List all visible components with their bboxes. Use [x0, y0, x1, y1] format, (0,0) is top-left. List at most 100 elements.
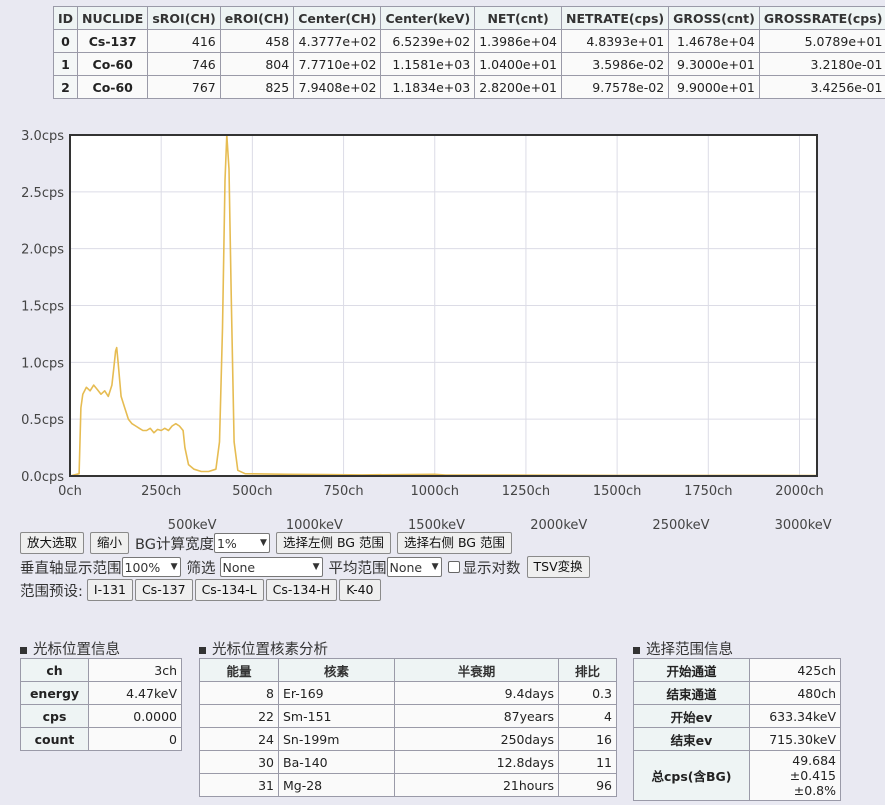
x-tick-label: 1000ch: [411, 484, 459, 499]
cell-nuclide: Er-169: [278, 681, 395, 705]
cell-nuclide: Cs-137: [77, 29, 149, 53]
cell-center-ch: 4.3777e+02: [293, 29, 382, 53]
chevron-down-icon: ▼: [170, 562, 178, 572]
col-net[interactable]: NET(cnt): [474, 6, 562, 30]
start-ev-label: 开始ev: [633, 704, 750, 728]
tsv-button[interactable]: TSV変换: [526, 556, 590, 578]
cell-net: 2.8200e+01: [474, 75, 562, 99]
col-nuclide[interactable]: NUCLIDE: [77, 6, 149, 30]
total-cps-error: ±0.415: [789, 768, 836, 783]
col-netrate[interactable]: NETRATE(cps): [560, 6, 670, 30]
y-tick-label: 1.0cps: [21, 356, 64, 371]
cursor-info-table: ch 3ch energy 4.47keV cps 0.0000 count 0: [20, 658, 182, 751]
total-cps-cell: 49.684 ±0.415 ±0.8%: [749, 750, 841, 801]
cell-id: 2: [52, 75, 79, 99]
range-info-title-text: 选择范围信息: [646, 642, 733, 658]
energy-tick-label: 2000keV: [530, 518, 587, 533]
cell-grossrate: 3.2180e-01: [758, 52, 885, 76]
col-id[interactable]: ID: [52, 6, 79, 30]
end-ev-label: 结束ev: [633, 727, 750, 751]
table-row: 开始ev 633.34keV: [633, 704, 841, 728]
table-row: count 0: [20, 727, 182, 751]
col-grossrate[interactable]: GROSSRATE(cps): [758, 6, 885, 30]
cell-sroi: 767: [147, 75, 221, 99]
filter-value: None: [222, 559, 256, 575]
table-row[interactable]: 31 Mg-28 21hours 96: [199, 773, 617, 797]
col-center-ch[interactable]: Center(CH): [293, 6, 382, 30]
preset-button-cs134l[interactable]: Cs-134-L: [194, 579, 264, 601]
table-row[interactable]: 22 Sm-151 87years 4: [199, 704, 617, 728]
cell-sroi: 416: [147, 29, 221, 53]
cell-id: 1: [52, 52, 79, 76]
log-checkbox[interactable]: [447, 561, 460, 573]
cursor-count-label: count: [20, 727, 89, 751]
table-row[interactable]: 1 Co-60 746 804 7.7710e+02 1.1581e+03 1.…: [52, 52, 885, 76]
avg-range-select[interactable]: None ▼: [386, 557, 442, 577]
end-channel-value: 480ch: [749, 681, 841, 705]
vertical-range-label: 垂直轴显示范围: [20, 560, 122, 577]
col-gross[interactable]: GROSS(cnt): [668, 6, 760, 30]
cell-netrate: 3.5986e-02: [560, 52, 670, 76]
x-tick-label: 750ch: [323, 484, 363, 499]
x-axis: 0ch 250ch 500ch 750ch 1000ch 1250ch 1500ch 1750…: [58, 484, 824, 499]
energy-axis: 500keV 1000keV 1500keV 2000keV 2500keV 3000ke…: [168, 518, 832, 533]
preset-button-cs134h[interactable]: Cs-134-H: [265, 579, 338, 601]
x-tick-label: 500ch: [232, 484, 272, 499]
col-center-kev[interactable]: Center(keV): [380, 6, 476, 30]
cell-eroi: 804: [219, 52, 295, 76]
cell-nuclide: Sn-199m: [278, 727, 395, 751]
x-tick-label: 2000ch: [775, 484, 823, 499]
col-energy: 能量: [199, 658, 279, 682]
y-tick-label: 2.5cps: [21, 186, 64, 201]
energy-tick-label: 500keV: [168, 518, 217, 533]
table-row[interactable]: 30 Ba-140 12.8days 11: [199, 750, 617, 774]
vertical-range-select[interactable]: 100% ▼: [121, 557, 181, 577]
table-row[interactable]: 2 Co-60 767 825 7.9408e+02 1.1834e+03 2.…: [52, 75, 885, 99]
spectrum-chart[interactable]: 0.0cps 0.5cps 1.0cps 1.5cps 2.0cps 2.5cps 3.0c…: [0, 120, 885, 535]
x-tick-label: 1250ch: [502, 484, 550, 499]
cursor-ch-value: 3ch: [88, 658, 182, 682]
preset-button-i131[interactable]: I-131: [86, 579, 133, 601]
table-row[interactable]: 8 Er-169 9.4days 0.3: [199, 681, 617, 705]
energy-tick-label: 1500keV: [408, 518, 465, 533]
cell-nuclide: Co-60: [77, 75, 149, 99]
y-tick-label: 1.5cps: [21, 300, 64, 315]
y-tick-label: 0.5cps: [21, 413, 64, 428]
col-ratio: 排比: [558, 658, 617, 682]
avg-range-value: None: [389, 559, 423, 575]
cell-half-life: 9.4days: [394, 681, 559, 705]
energy-tick-label: 1000keV: [286, 518, 343, 533]
zoom-in-button[interactable]: 放大选取: [20, 532, 85, 554]
cursor-cps-label: cps: [20, 704, 89, 728]
total-cps-label: 总cps(含BG): [633, 750, 750, 801]
cell-center-kev: 6.5239e+02: [380, 29, 476, 53]
preset-button-k40[interactable]: K-40: [339, 579, 381, 601]
cell-energy: 31: [199, 773, 279, 797]
zoom-out-button[interactable]: 缩小: [90, 532, 130, 554]
cell-gross: 9.3000e+01: [668, 52, 760, 76]
square-bullet-icon: [199, 646, 206, 654]
table-row[interactable]: 0 Cs-137 416 458 4.3777e+02 6.5239e+02 1…: [52, 29, 885, 53]
cursor-ch-label: ch: [20, 658, 89, 682]
avg-range-label: 平均范围: [328, 560, 387, 577]
square-bullet-icon: [20, 646, 27, 654]
cell-nuclide: Mg-28: [278, 773, 395, 797]
cell-id: 0: [52, 29, 79, 53]
cell-netrate: 4.8393e+01: [560, 29, 670, 53]
cell-energy: 30: [199, 750, 279, 774]
cell-grossrate: 3.4256e-01: [758, 75, 885, 99]
bg-width-select[interactable]: 1% ▼: [213, 533, 270, 553]
table-row[interactable]: 24 Sn-199m 250days 16: [199, 727, 617, 751]
cell-ratio: 0.3: [558, 681, 617, 705]
cell-half-life: 250days: [394, 727, 559, 751]
filter-select[interactable]: None ▼: [219, 557, 323, 577]
x-tick-label: 1750ch: [684, 484, 732, 499]
cell-eroi: 825: [219, 75, 295, 99]
col-sroi[interactable]: sROI(CH): [147, 6, 221, 30]
cursor-info-title-text: 光标位置信息: [33, 642, 120, 658]
select-right-bg-button[interactable]: 选择右侧 BG 范围: [396, 532, 512, 554]
col-eroi[interactable]: eROI(CH): [219, 6, 295, 30]
select-left-bg-button[interactable]: 选择左侧 BG 范围: [275, 532, 391, 554]
preset-button-cs137[interactable]: Cs-137: [134, 579, 193, 601]
y-tick-label: 2.0cps: [21, 243, 64, 258]
